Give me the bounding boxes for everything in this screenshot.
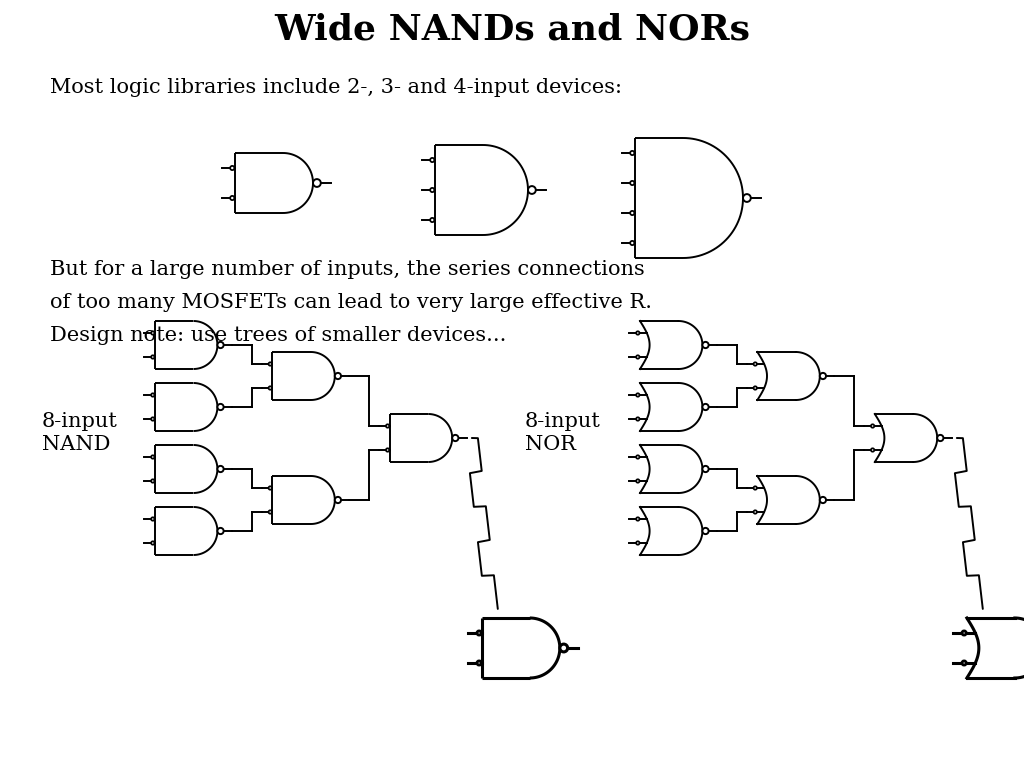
Circle shape: [230, 166, 234, 170]
Circle shape: [335, 373, 341, 379]
Circle shape: [386, 449, 389, 452]
Circle shape: [152, 479, 155, 482]
Circle shape: [702, 466, 709, 472]
Circle shape: [820, 373, 826, 379]
Circle shape: [268, 362, 272, 366]
Circle shape: [152, 417, 155, 421]
Circle shape: [230, 196, 234, 200]
Circle shape: [217, 528, 223, 534]
Text: 8-input
NAND: 8-input NAND: [42, 412, 118, 454]
Text: But for a large number of inputs, the series connections: But for a large number of inputs, the se…: [50, 260, 645, 279]
Circle shape: [702, 528, 709, 534]
Circle shape: [630, 211, 635, 215]
Circle shape: [268, 486, 272, 490]
Circle shape: [871, 449, 874, 452]
Circle shape: [560, 644, 567, 652]
Circle shape: [152, 455, 155, 458]
Circle shape: [962, 661, 967, 665]
Circle shape: [152, 356, 155, 359]
Circle shape: [636, 356, 640, 359]
Circle shape: [630, 151, 635, 155]
Text: Wide NANDs and NORs: Wide NANDs and NORs: [274, 13, 750, 47]
Circle shape: [636, 479, 640, 482]
Circle shape: [636, 417, 640, 421]
Circle shape: [754, 486, 757, 490]
Circle shape: [430, 158, 434, 162]
Circle shape: [477, 661, 481, 665]
Circle shape: [217, 466, 223, 472]
Circle shape: [386, 424, 389, 428]
Circle shape: [268, 510, 272, 514]
Circle shape: [335, 497, 341, 503]
Circle shape: [754, 386, 757, 389]
Circle shape: [754, 510, 757, 514]
Circle shape: [743, 194, 751, 202]
Circle shape: [636, 393, 640, 397]
Circle shape: [453, 435, 459, 441]
Circle shape: [217, 404, 223, 410]
Circle shape: [430, 188, 434, 192]
Circle shape: [702, 342, 709, 348]
Circle shape: [754, 362, 757, 366]
Circle shape: [152, 518, 155, 521]
Circle shape: [871, 424, 874, 428]
Circle shape: [152, 393, 155, 397]
Circle shape: [430, 218, 434, 222]
Circle shape: [636, 331, 640, 335]
Circle shape: [962, 631, 967, 635]
Circle shape: [313, 179, 321, 187]
Circle shape: [820, 497, 826, 503]
Circle shape: [937, 435, 943, 441]
Circle shape: [152, 541, 155, 545]
Text: 8-input
NOR: 8-input NOR: [525, 412, 601, 454]
Text: Design note: use trees of smaller devices...: Design note: use trees of smaller device…: [50, 326, 507, 345]
Text: Most logic libraries include 2-, 3- and 4-input devices:: Most logic libraries include 2-, 3- and …: [50, 78, 622, 97]
Circle shape: [268, 386, 272, 389]
Circle shape: [630, 241, 635, 245]
Circle shape: [152, 331, 155, 335]
Circle shape: [630, 181, 635, 185]
Text: of too many MOSFETs can lead to very large effective R.: of too many MOSFETs can lead to very lar…: [50, 293, 652, 312]
Circle shape: [702, 404, 709, 410]
Circle shape: [636, 518, 640, 521]
Circle shape: [636, 455, 640, 458]
Circle shape: [528, 186, 536, 194]
Circle shape: [217, 342, 223, 348]
Circle shape: [477, 631, 481, 635]
Circle shape: [636, 541, 640, 545]
